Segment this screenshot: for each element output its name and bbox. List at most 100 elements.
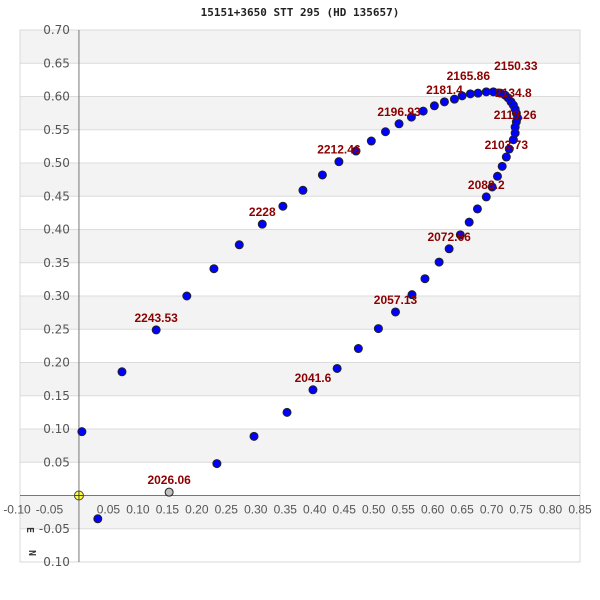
y-tick-label: 0.70 xyxy=(43,23,70,37)
orbit-point xyxy=(353,344,363,354)
chart-title: 15151+3650 STT 295 (HD 135657) xyxy=(200,6,400,19)
y-tick-label: -0.05 xyxy=(39,522,70,536)
epoch-label: 2212.46 xyxy=(317,143,361,157)
x-tick-label: 0.35 xyxy=(274,503,298,517)
orbit-point xyxy=(332,363,342,373)
y-tick-label: 0.30 xyxy=(43,289,70,303)
orbit-point xyxy=(429,101,439,111)
orbit-point xyxy=(151,325,161,335)
epoch-label: 2072.66 xyxy=(427,230,471,244)
y-tick-label: 0.65 xyxy=(43,56,70,70)
epoch-label: 2196.93 xyxy=(377,105,421,119)
y-tick-label: 0.10 xyxy=(43,422,70,436)
epoch-label: 2165.86 xyxy=(447,69,491,83)
orbit-point xyxy=(117,367,127,377)
orbit-point xyxy=(497,161,507,171)
x-tick-label: 0.45 xyxy=(333,503,357,517)
x-tick-label: -0.10 xyxy=(3,503,31,517)
epoch-label: 2150.33 xyxy=(494,59,538,73)
direction-label-east: E xyxy=(24,527,35,533)
x-tick-label: 0.05 xyxy=(97,503,121,517)
orbit-point xyxy=(234,240,244,250)
orbit-point xyxy=(249,431,259,441)
orbit-point xyxy=(407,290,417,300)
y-tick-label: 0.50 xyxy=(43,156,70,170)
orbit-point xyxy=(209,264,219,274)
orbit-point xyxy=(257,219,267,229)
orbit-point xyxy=(492,171,502,181)
epoch-label: 2026.06 xyxy=(147,473,191,487)
direction-label-north: N xyxy=(26,550,37,556)
orbit-point xyxy=(298,185,308,195)
epoch-label: 2243.53 xyxy=(134,311,178,325)
y-tick-label: 0.45 xyxy=(43,189,70,203)
y-tick-label: 0.55 xyxy=(43,123,70,137)
orbit-point xyxy=(373,324,383,334)
orbit-point xyxy=(212,459,222,469)
x-tick-label: 0.55 xyxy=(391,503,415,517)
orbit-point xyxy=(434,257,444,267)
orbit-point xyxy=(457,91,467,101)
grid-band xyxy=(20,96,580,130)
epoch-label: 2228 xyxy=(249,205,276,219)
x-tick-label: 0.10 xyxy=(126,503,150,517)
grid-band xyxy=(20,296,580,330)
epoch-label: 2103.73 xyxy=(485,138,529,152)
orbit-point xyxy=(334,157,344,167)
orbit-point xyxy=(390,307,400,317)
orbit-point xyxy=(380,127,390,137)
observation-point xyxy=(164,487,174,497)
grid-band xyxy=(20,495,580,529)
x-tick-label: 0.30 xyxy=(244,503,268,517)
orbit-point xyxy=(93,514,103,524)
x-tick-label: 0.65 xyxy=(450,503,474,517)
epoch-label: 2088.2 xyxy=(468,178,505,192)
epoch-label: 2057.13 xyxy=(374,293,418,307)
orbit-point xyxy=(406,112,416,122)
orbit-point xyxy=(278,201,288,211)
x-tick-label: 0.25 xyxy=(215,503,239,517)
x-tick-label: 0.60 xyxy=(421,503,445,517)
orbit-point xyxy=(77,427,87,437)
orbit-point xyxy=(487,182,497,192)
orbit-point xyxy=(444,244,454,254)
orbit-point xyxy=(501,152,511,162)
orbit-point xyxy=(504,144,514,154)
epoch-label: 2181.4 xyxy=(426,83,463,97)
y-tick-label: 0.20 xyxy=(43,356,70,370)
orbit-point xyxy=(481,192,491,202)
orbit-point xyxy=(420,274,430,284)
grid-band xyxy=(20,362,580,396)
orbit-point xyxy=(449,94,459,104)
plot-border xyxy=(19,29,581,563)
x-tick-label: 0.50 xyxy=(362,503,386,517)
epoch-label: 2041.6 xyxy=(295,371,332,385)
orbit-point xyxy=(473,88,483,98)
grid-band xyxy=(20,30,580,64)
orbit-point xyxy=(317,170,327,180)
orbit-point xyxy=(351,146,361,156)
y-tick-label: 0.10 xyxy=(43,555,70,569)
orbit-point xyxy=(366,136,376,146)
x-tick-label: 0.70 xyxy=(480,503,504,517)
orbit-point xyxy=(282,407,292,417)
x-tick-label: 0.20 xyxy=(185,503,209,517)
orbit-point xyxy=(508,135,518,145)
epoch-label: 2119.26 xyxy=(494,108,537,122)
x-tick-label: 0.85 xyxy=(568,503,592,517)
y-tick-label: 0.15 xyxy=(43,389,70,403)
orbit-point xyxy=(439,97,449,107)
y-tick-label: 0.25 xyxy=(43,322,70,336)
orbit-point xyxy=(472,204,482,214)
orbit-point xyxy=(455,230,465,240)
y-tick-label: 0.40 xyxy=(43,223,70,237)
x-tick-label: 0.75 xyxy=(509,503,533,517)
grid-band xyxy=(20,429,580,463)
orbit-point xyxy=(465,89,475,99)
x-tick-label: -0.05 xyxy=(36,503,64,517)
y-tick-label: 0.05 xyxy=(43,455,70,469)
grid-band xyxy=(20,229,580,263)
orbit-point xyxy=(418,106,428,116)
y-tick-label: 0.35 xyxy=(43,256,70,270)
